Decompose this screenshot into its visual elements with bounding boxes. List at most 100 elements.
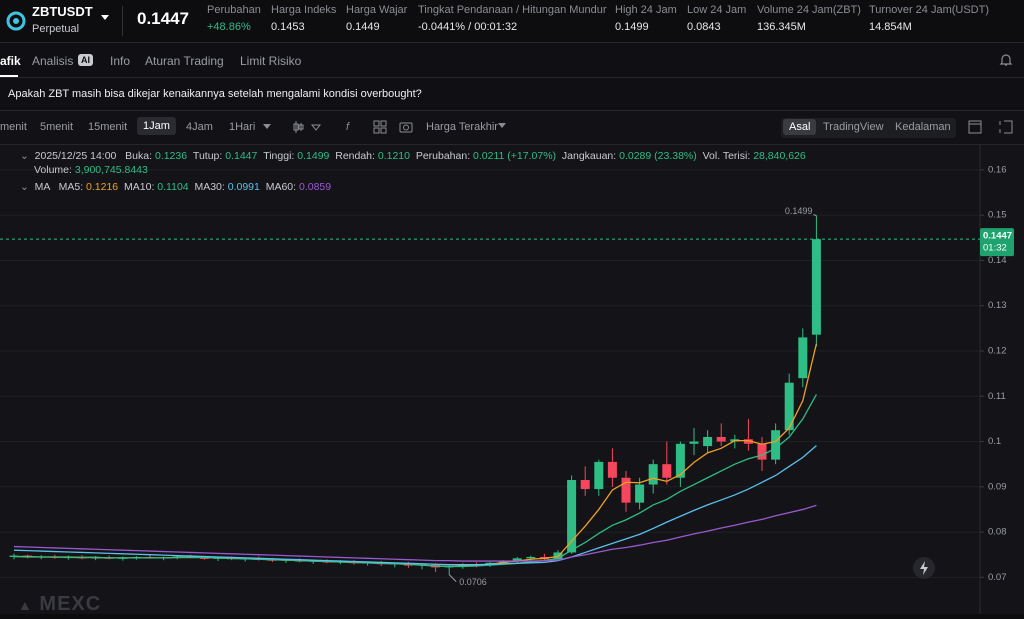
ma-legend: ⌄ MA MA5: 0.1216 MA10: 0.1104 MA30: 0.09… [20, 181, 332, 193]
stat-value: 0.0843 [687, 21, 721, 33]
legend-value: 0.0859 [299, 181, 332, 193]
symbol[interactable]: ZBTUSDT [32, 4, 93, 19]
interval-active[interactable]: 1Jam [137, 117, 176, 135]
candle-body [567, 480, 577, 553]
question[interactable]: Apakah ZBT masih bisa dikejar kenaikanny… [8, 88, 422, 100]
quick-button[interactable] [912, 556, 936, 580]
tab[interactable]: Analisis [32, 54, 74, 68]
tab[interactable]: afik [0, 54, 21, 68]
info-label: Perubahan: [415, 150, 471, 162]
price-tag [980, 228, 1014, 257]
view[interactable]: TradingView [823, 121, 884, 133]
dropdown-icon[interactable] [262, 123, 272, 131]
stat-value: -0.0441% / 00:01:32 [418, 21, 518, 33]
stat-value: +48.86% [207, 21, 251, 33]
ai-badge: AI [78, 54, 93, 66]
y-tick-label: 0.13 [988, 300, 1007, 311]
dropdown-icon[interactable] [498, 123, 506, 129]
y-tick-label: 0.11 [988, 391, 1006, 402]
candle-body [675, 443, 685, 478]
question-bar: Apakah ZBT masih bisa dikejar kenaikanny… [0, 78, 1024, 111]
candle-body [635, 484, 645, 503]
stat-label: Low 24 Jam [687, 4, 747, 16]
candle-body [594, 461, 604, 490]
stat-label: Turnover 24 Jam(USDT) [869, 4, 990, 16]
tab[interactable]: Aturan Trading [145, 54, 224, 68]
bell-icon[interactable] [999, 53, 1013, 67]
tool-icons[interactable]: f [344, 120, 424, 134]
tab[interactable]: Limit Risiko [240, 54, 302, 68]
candle-body [689, 441, 699, 444]
last-price: 0.1447 [137, 9, 189, 28]
y-tick-label: 0.12 [988, 346, 1007, 357]
y-tick-label: 0.14 [988, 255, 1007, 266]
info-label: Tinggi: [263, 150, 295, 162]
interval[interactable]: 5menit [40, 121, 74, 133]
countdown-label: 01:32 [983, 243, 1007, 254]
view[interactable]: Kedalaman [895, 121, 951, 133]
info-value: 0.1236 [154, 150, 188, 162]
candle-body [199, 557, 209, 559]
layout-icons[interactable] [968, 120, 1018, 134]
legend-name: MA10 [124, 181, 152, 193]
high-label: 0.1499 [785, 206, 813, 216]
volume-row: Volume: 3,900,745.8443 [34, 164, 148, 176]
candle-body [743, 439, 753, 444]
interval[interactable]: 15menit [88, 121, 128, 133]
high-pointer [813, 214, 817, 217]
info-value: 0.1447 [225, 150, 258, 162]
low-label: 0.0706 [459, 577, 487, 587]
price-tag-label: 0.1447 [983, 231, 1012, 242]
candle-body [784, 382, 794, 431]
info-label: Tutup: [192, 150, 223, 162]
header: ZBTUSDT Perpetual 0.1447 Perubahan +48.86… [0, 0, 1024, 43]
candle-body [648, 464, 658, 485]
candle-body [811, 239, 821, 335]
y-tick-label: 0.08 [988, 527, 1007, 538]
y-tick-label: 0.09 [988, 481, 1007, 492]
candle-time: 2025/12/25 14:00 [34, 150, 117, 162]
stat-label: High 24 Jam [615, 4, 677, 16]
candle-body [798, 337, 808, 379]
svg-text:f: f [346, 121, 350, 133]
tab[interactable]: Info [110, 54, 131, 68]
legend-name: MA60 [265, 181, 294, 193]
chart-area: 0.07 0.08 0.09 0.1 0.11 0.12 0.13 0.14 0.15 0.16 0… [0, 145, 1024, 615]
view-active[interactable]: Asal [783, 119, 817, 135]
stat-label: Harga Wajar [346, 4, 408, 16]
volume-label: Volume: [34, 164, 72, 176]
legend-value: 0.1104 [157, 181, 189, 193]
interval[interactable]: 4Jam [186, 121, 213, 133]
low-pointer [448, 574, 457, 582]
y-tick-label: 0.16 [988, 164, 1007, 175]
candle-body [580, 480, 590, 490]
interval[interactable]: menit [0, 121, 27, 133]
stat-label: Volume 24 Jam(ZBT) [757, 4, 861, 16]
candle-body [716, 437, 726, 442]
interval[interactable]: 1Hari [229, 121, 256, 133]
ma-line [13, 445, 817, 566]
info-value: 28,840,626 [753, 150, 806, 162]
candle-body [512, 558, 522, 562]
candle-type-icon[interactable] [292, 120, 322, 134]
volume-value: 3,900,745.8443 [74, 164, 148, 176]
info-value: 0.0289 (23.38%) [619, 150, 697, 162]
logo [6, 11, 26, 31]
stat-value: 0.1499 [615, 21, 649, 33]
candle-body [621, 477, 631, 503]
info-label: Jangkauan: [561, 150, 617, 162]
price-source[interactable]: Harga Terakhir [426, 121, 498, 133]
stat-label: Tingkat Pendanaan / Hitungan Mundur [418, 4, 607, 16]
stat-value: 0.1453 [271, 21, 305, 33]
info-label: Vol. Terisi: [702, 150, 751, 162]
stat-label: Harga Indeks [271, 4, 337, 16]
dropdown-icon[interactable] [100, 14, 110, 22]
info-value: 0.1499 [297, 150, 330, 162]
toolbar: menit 5menit 15menit 1Jam 4Jam 1Hari f H… [0, 111, 1024, 145]
stat-label: Perubahan [207, 4, 261, 16]
price-axis [980, 145, 1024, 614]
candle-body [526, 556, 536, 559]
ma-line [13, 394, 817, 568]
chart: 0.07 0.08 0.09 0.1 0.11 0.12 0.13 0.14 0.15 0.16 0… [0, 145, 1024, 614]
info-value: 0.0211 (+17.07%) [473, 150, 557, 162]
